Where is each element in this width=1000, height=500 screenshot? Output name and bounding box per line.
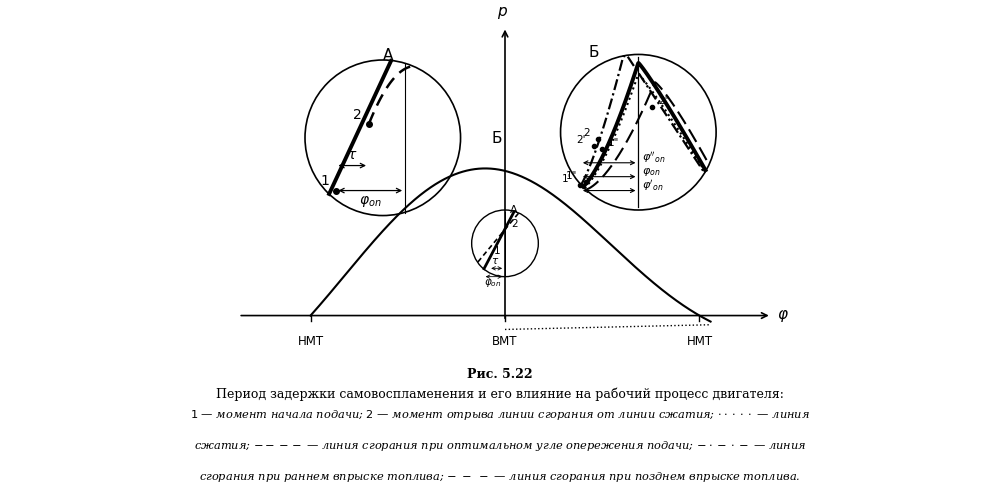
Text: $\varphi'_{on}$: $\varphi'_{on}$ xyxy=(642,178,664,192)
Text: 1": 1" xyxy=(608,138,619,148)
Text: А: А xyxy=(383,48,394,63)
Text: Период задержки самовоспламенения и его влияние на рабочий процесс двигателя:: Период задержки самовоспламенения и его … xyxy=(216,388,784,401)
Text: сгорания при раннем впрыске топлива; $-\;-\;-$ — линия сгорания при позднем впры: сгорания при раннем впрыске топлива; $-\… xyxy=(199,470,801,484)
Text: 1: 1 xyxy=(493,246,500,256)
Text: 1': 1' xyxy=(562,174,572,184)
Text: 2: 2 xyxy=(583,128,590,138)
Text: $\tau$: $\tau$ xyxy=(347,148,357,162)
Text: $\varphi$: $\varphi$ xyxy=(777,308,789,324)
Text: 1": 1" xyxy=(566,172,577,181)
Text: 1: 1 xyxy=(320,174,329,188)
Text: НМТ: НМТ xyxy=(686,335,713,348)
Text: $p$: $p$ xyxy=(497,5,508,21)
Text: Рис. 5.22: Рис. 5.22 xyxy=(467,368,533,380)
Text: $\varphi_{on}$: $\varphi_{on}$ xyxy=(642,166,661,178)
Text: Б: Б xyxy=(491,132,502,146)
Text: $\tau$: $\tau$ xyxy=(491,256,500,266)
Text: $\varphi_{on}$: $\varphi_{on}$ xyxy=(359,194,382,210)
Text: 2': 2' xyxy=(576,136,586,145)
Text: $\varphi_{on}$: $\varphi_{on}$ xyxy=(484,277,501,289)
Text: сжатия; $---\!-$ — линия сгорания при оптимальном угле опережения подачи; $-\cdo: сжатия; $---\!-$ — линия сгорания при оп… xyxy=(194,439,806,453)
Text: 2: 2 xyxy=(512,218,518,228)
Text: $\mathit{1}$ — момент начала подачи; $\mathit{2}$ — момент отрыва линии сгорания: $\mathit{1}$ — момент начала подачи; $\m… xyxy=(190,408,810,422)
Text: Б: Б xyxy=(589,45,599,60)
Text: 2": 2" xyxy=(658,96,669,106)
Text: 2: 2 xyxy=(353,108,362,122)
Text: А: А xyxy=(510,205,517,215)
Text: $\varphi''_{on}$: $\varphi''_{on}$ xyxy=(642,150,666,165)
Text: ВМТ: ВМТ xyxy=(492,335,518,348)
Text: НМТ: НМТ xyxy=(297,335,324,348)
